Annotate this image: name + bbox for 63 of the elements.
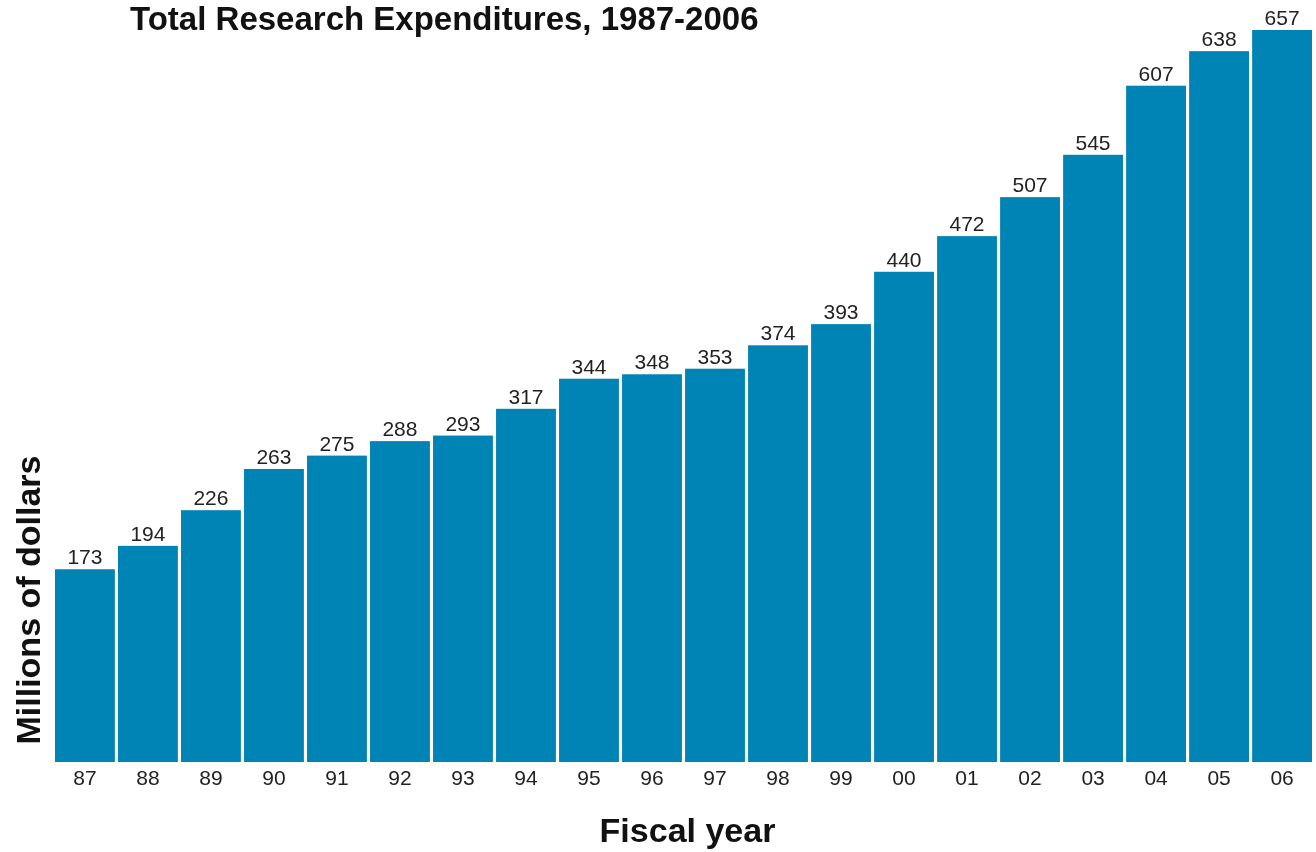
bar xyxy=(748,345,808,762)
data-label: 226 xyxy=(193,486,229,510)
bar xyxy=(1000,197,1060,762)
data-label: 317 xyxy=(508,384,544,408)
data-label: 657 xyxy=(1264,6,1300,29)
bar xyxy=(685,368,745,762)
data-label: 344 xyxy=(571,354,607,378)
y-axis-title: Millions of dollars xyxy=(9,455,47,745)
data-label: 545 xyxy=(1075,130,1111,154)
x-axis-title: Fiscal year xyxy=(599,811,776,849)
bar xyxy=(622,374,682,762)
data-label: 393 xyxy=(823,300,859,324)
x-tick-label: 00 xyxy=(892,765,916,789)
data-label: 173 xyxy=(67,545,103,569)
data-label: 293 xyxy=(445,411,481,435)
x-tick-label: 94 xyxy=(514,765,538,789)
data-label: 194 xyxy=(130,521,166,545)
bar xyxy=(1189,51,1249,762)
bar xyxy=(496,408,556,762)
x-tick-label: 89 xyxy=(199,765,223,789)
x-tick-label: 92 xyxy=(388,765,412,789)
bar xyxy=(307,455,367,762)
x-tick-label: 05 xyxy=(1207,765,1231,789)
x-tick-label: 96 xyxy=(640,765,664,789)
data-label: 353 xyxy=(697,344,733,368)
x-tick-label: 99 xyxy=(829,765,853,789)
x-tick-label: 91 xyxy=(325,765,349,789)
x-tick-label: 97 xyxy=(703,765,727,789)
x-tick-label: 95 xyxy=(577,765,601,789)
data-label: 507 xyxy=(1012,173,1048,197)
bar xyxy=(1252,30,1312,762)
bar xyxy=(244,468,304,762)
bar xyxy=(874,271,934,762)
data-label: 638 xyxy=(1201,27,1237,51)
bar xyxy=(937,236,997,762)
bar xyxy=(181,510,241,762)
bar xyxy=(1063,154,1123,762)
bar xyxy=(55,569,115,762)
data-label: 348 xyxy=(634,350,670,374)
bar xyxy=(118,545,178,762)
x-tick-label: 88 xyxy=(136,765,160,789)
x-tick-label: 04 xyxy=(1144,765,1169,789)
x-tick-label: 93 xyxy=(451,765,475,789)
x-tick-label: 98 xyxy=(766,765,790,789)
x-tick-label: 90 xyxy=(262,765,286,789)
bar xyxy=(433,435,493,762)
bar xyxy=(370,441,430,762)
data-label: 472 xyxy=(949,212,985,236)
x-tick-label: 03 xyxy=(1081,765,1105,789)
data-label: 607 xyxy=(1138,61,1174,85)
chart-title: Total Research Expenditures, 1987-2006 xyxy=(130,0,759,37)
x-tick-label: 02 xyxy=(1018,765,1042,789)
x-tick-label: 01 xyxy=(955,765,979,789)
data-label: 440 xyxy=(886,247,922,271)
bar xyxy=(811,324,871,762)
x-tick-label: 87 xyxy=(73,765,97,789)
bar xyxy=(559,378,619,762)
data-label: 275 xyxy=(319,431,355,455)
x-tick-label: 06 xyxy=(1270,765,1294,789)
data-label: 288 xyxy=(382,417,418,441)
data-label: 374 xyxy=(760,321,796,345)
data-label: 263 xyxy=(256,444,292,468)
bar xyxy=(1126,85,1186,762)
